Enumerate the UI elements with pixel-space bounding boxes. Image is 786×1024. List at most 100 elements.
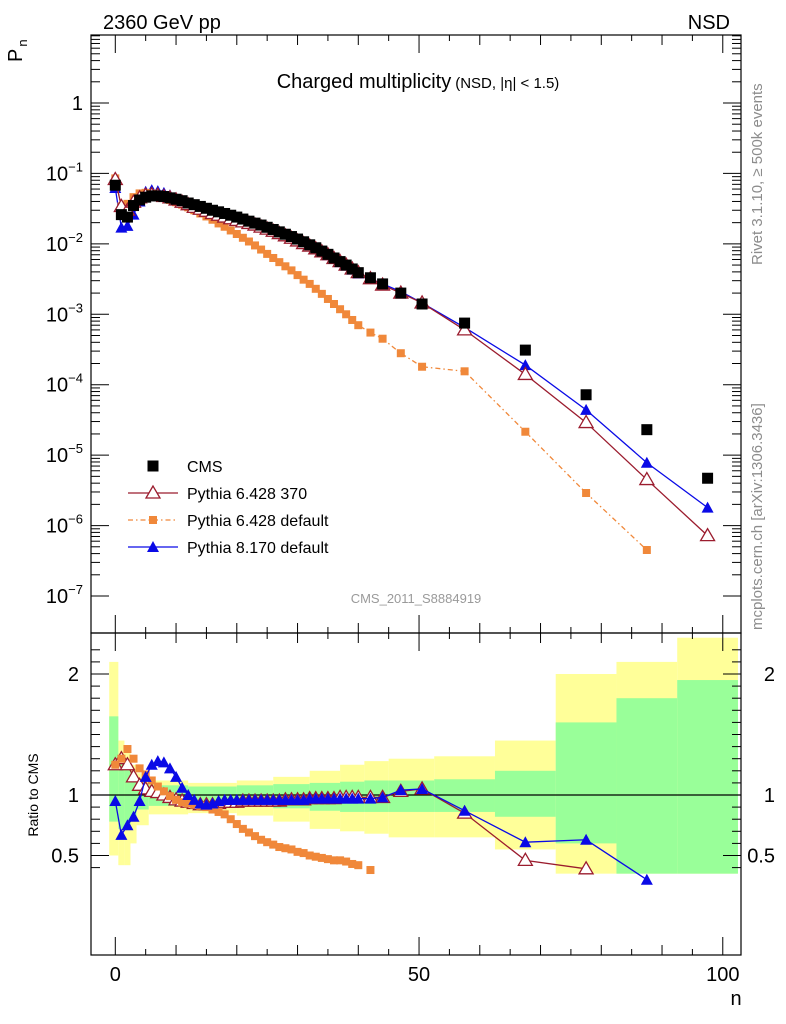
ratio-point-p6def [117,754,126,763]
data-point-cms [377,278,389,290]
ratio-series-group [107,745,653,885]
ratio-point-p6def [311,852,320,861]
data-point-p6def [214,219,223,228]
data-point-p8 [701,501,714,513]
ratio-point-p370 [517,852,534,866]
ratio-plot-background [91,637,741,874]
ratio-point-p8 [176,781,189,793]
data-point-p8 [640,456,653,468]
data-point-p6def [329,299,338,308]
main-y-tick-exp: −3 [68,300,83,315]
data-point-cms [395,287,407,299]
legend-marker-p8 [147,541,159,552]
data-point-cms [237,213,249,225]
ratio-point-p8 [519,836,532,848]
data-point-cms [231,211,243,223]
header-right-label: NSD [688,12,730,34]
ratio-y-tick-label-right: 0.5 [747,846,775,868]
ratio-point-p6def [366,866,375,875]
ratio-series-p8 [109,755,653,885]
main-y-tick-exp: −5 [68,441,83,456]
data-point-p8 [519,359,532,371]
data-point-cms [206,204,218,216]
data-point-cms [285,231,297,243]
data-point-cms [158,191,170,203]
ratio-plot-ticks: 0.5 0.5 1 1 2 2 0 50 100 [51,633,775,986]
ratio-y-tick-label: 1 [68,785,79,807]
main-y-label-sub: n [15,39,30,46]
ratio-point-p6def [336,856,345,865]
data-point-p6def [460,367,469,376]
data-point-p6def [323,294,332,303]
main-y-tick-base: 10 [46,516,68,538]
ratio-point-p6def [178,798,187,807]
main-y-label: Pn [5,39,30,62]
ratio-point-p6def [123,745,132,754]
main-y-tick-base: 10 [46,586,68,608]
legend-marker-p370 [144,484,162,499]
x-tick-label: 0 [110,964,121,986]
data-point-cms [140,191,152,203]
data-point-cms [298,236,310,248]
data-point-p6def [251,241,260,250]
data-point-cms [219,207,231,219]
data-point-p6def [305,279,314,288]
main-title-text: Charged multiplicity [277,71,452,93]
ratio-point-p6def [299,849,308,858]
ratio-point-p8 [170,770,183,782]
data-point-cms [225,209,237,221]
ratio-point-p8 [640,873,653,885]
data-point-cms [115,209,127,221]
ratio-point-p8 [133,795,146,807]
ratio-plot-frame [90,632,742,956]
main-y-tick-base: 1 [72,93,83,115]
data-point-p370 [456,321,473,336]
ratio-point-p6def [244,828,253,837]
data-point-cms [352,267,364,279]
ratio-plot-series [107,745,653,885]
data-point-cms [200,202,212,214]
main-y-tick-label: 1 [72,93,83,115]
data-point-cms [109,179,121,191]
main-y-tick-label: 10−5 [46,441,83,467]
header-left-label: 2360 GeV pp [103,12,221,34]
ratio-point-p6def [238,824,247,833]
legend-entry-cms: CMS [147,459,223,476]
data-point-cms [182,197,194,209]
ratio-point-p6def [208,805,217,814]
data-point-cms [213,206,225,218]
data-point-p6def [275,258,284,267]
ratio-point-p6def [329,856,338,865]
data-point-p6def [238,233,247,242]
x-tick-label: 50 [408,964,430,986]
main-plot-ticks: 10−710−610−510−410−310−210−11 [46,35,741,633]
ratio-point-p6def [281,844,290,853]
data-point-cms [255,219,267,231]
main-y-tick-exp: −6 [68,512,83,527]
ratio-point-p6def [263,838,272,847]
data-point-cms [249,217,261,229]
legend-marker-cms [147,460,159,472]
ratio-point-p370 [577,860,595,875]
data-point-cms [134,194,146,206]
ratio-point-p8 [458,804,471,816]
main-y-tick-base: 10 [46,234,68,256]
ratio-point-p8 [121,819,134,831]
data-point-cms [364,272,376,284]
data-point-p6def [281,262,290,271]
data-point-p6def [582,489,591,498]
ratio-point-p6def [184,799,193,808]
main-y-tick-base: 10 [46,375,68,397]
data-point-cms [334,256,346,268]
ratio-point-p6def [135,764,144,773]
data-point-cms [128,200,140,212]
ratio-y-tick-label: 2 [68,664,79,686]
x-axis-label: n [730,988,741,1010]
data-point-cms [152,190,164,202]
ratio-point-p6def [323,855,332,864]
data-point-p6def [348,315,357,324]
ratio-point-p6def [214,807,223,816]
data-point-p370 [699,527,716,542]
uncertainty-band-green [677,680,738,874]
ratio-y-label: Ratio to CMS [25,753,41,836]
